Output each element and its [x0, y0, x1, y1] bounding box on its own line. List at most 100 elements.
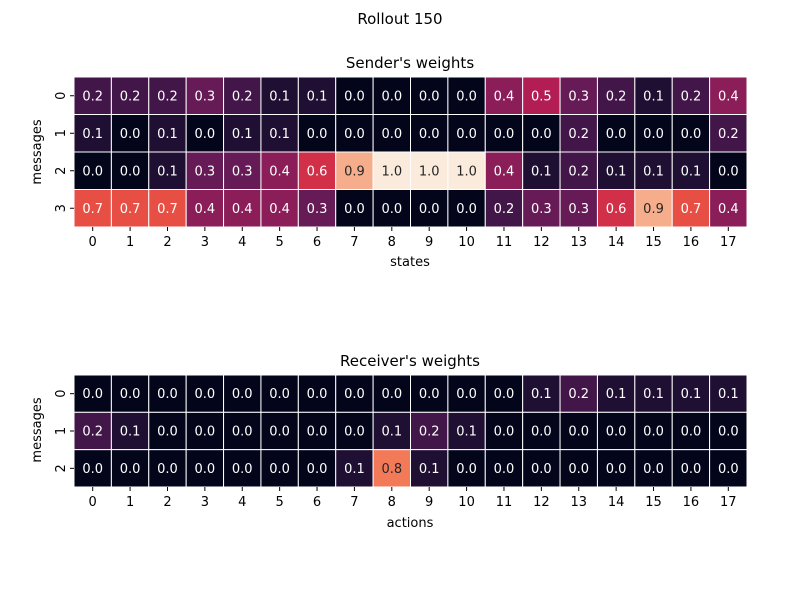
- receiver-cell-label-r1-c9: 0.2: [419, 424, 440, 439]
- sender-y-tick-label-1: 1: [54, 129, 69, 137]
- receiver-cell-label-r2-c8: 0.8: [381, 462, 402, 477]
- sender-cell-r2-c16: [671, 151, 711, 190]
- sender-cell-label-r3-c2: 0.7: [157, 202, 178, 217]
- sender-cell-label-r0-c12: 0.5: [531, 89, 552, 104]
- receiver-cell-label-r1-c8: 0.1: [381, 424, 402, 439]
- receiver-cell-label-r2-c3: 0.0: [195, 462, 216, 477]
- receiver-cell-label-r0-c15: 0.1: [643, 387, 664, 402]
- sender-cell-label-r0-c6: 0.1: [307, 89, 328, 104]
- sender-cell-label-r3-c15: 0.9: [643, 202, 664, 217]
- receiver-cell-r0-c17: [709, 374, 748, 413]
- sender-cell-label-r2-c7: 0.9: [344, 164, 365, 179]
- sender-cell-label-r1-c2: 0.1: [157, 127, 178, 142]
- sender-cell-r1-c9: [410, 114, 449, 153]
- sender-cell-r0-c17: [709, 76, 748, 115]
- sender-cell-label-r2-c1: 0.0: [120, 164, 141, 179]
- receiver-cell-label-r2-c15: 0.0: [643, 462, 664, 477]
- sender-cell-label-r2-c11: 0.4: [494, 164, 515, 179]
- sender-cell-label-r2-c10: 1.0: [456, 164, 477, 179]
- receiver-cell-label-r0-c2: 0.0: [157, 387, 178, 402]
- receiver-cell-r1-c3: [185, 411, 225, 451]
- receiver-cell-r0-c16: [671, 374, 711, 413]
- receiver-cell-label-r1-c3: 0.0: [195, 424, 216, 439]
- receiver-cell-label-r1-c17: 0.0: [718, 424, 739, 439]
- receiver-cell-r1-c9: [410, 411, 449, 451]
- receiver-cell-label-r0-c9: 0.0: [419, 387, 440, 402]
- receiver-cell-label-r2-c6: 0.0: [307, 462, 328, 477]
- receiver-cell-label-r0-c8: 0.0: [381, 387, 402, 402]
- receiver-cell-label-r1-c13: 0.0: [568, 424, 589, 439]
- sender-cell-label-r0-c16: 0.2: [681, 89, 702, 104]
- sender-cell-label-r0-c15: 0.1: [643, 89, 664, 104]
- receiver-cell-label-r0-c17: 0.1: [718, 387, 739, 402]
- sender-cell-label-r0-c7: 0.0: [344, 89, 365, 104]
- sender-cell-label-r0-c10: 0.0: [456, 89, 477, 104]
- sender-x-tick-label-2: 2: [163, 235, 171, 250]
- receiver-cell-r2-c4: [223, 449, 262, 488]
- sender-x-tick-label-10: 10: [458, 235, 475, 250]
- receiver-cell-r2-c17: [709, 449, 748, 488]
- receiver-cell-r0-c5: [260, 374, 299, 413]
- sender-x-tick-label-9: 9: [425, 235, 433, 250]
- receiver-cell-label-r1-c6: 0.0: [307, 424, 328, 439]
- receiver-x-tick-label-5: 5: [275, 495, 283, 510]
- sender-cell-r1-c4: [223, 114, 262, 153]
- receiver-heatmap-title: Receiver's weights: [340, 352, 480, 370]
- sender-cell-r2-c14: [596, 151, 636, 190]
- receiver-cell-label-r1-c14: 0.0: [606, 424, 627, 439]
- sender-cell-r3-c11: [484, 189, 524, 228]
- sender-cell-r3-c15: [634, 189, 673, 228]
- sender-heatmap: Sender's weights states messages 0.2 0.2 0…: [30, 54, 748, 270]
- sender-cell-r2-c8: [372, 151, 412, 190]
- sender-cell-r0-c15: [634, 76, 673, 115]
- sender-x-tick-label-4: 4: [238, 235, 246, 250]
- receiver-heatmap-xlabel: actions: [387, 516, 434, 531]
- sender-cell-label-r0-c17: 0.4: [718, 89, 739, 104]
- sender-cell-r0-c16: [671, 76, 711, 115]
- receiver-cell-r2-c8: [372, 449, 412, 488]
- sender-cell-label-r1-c4: 0.1: [232, 127, 253, 142]
- receiver-heatmap: Receiver's weights actions messages 0.0 0…: [30, 352, 748, 531]
- sender-x-tick-label-0: 0: [89, 235, 97, 250]
- receiver-cell-label-r0-c11: 0.0: [494, 387, 515, 402]
- receiver-cell-r2-c1: [110, 449, 150, 488]
- sender-cell-label-r3-c0: 0.7: [82, 202, 103, 217]
- receiver-cell-r0-c9: [410, 374, 449, 413]
- sender-cell-label-r1-c13: 0.2: [568, 127, 589, 142]
- sender-cell-label-r2-c5: 0.4: [269, 164, 290, 179]
- sender-cell-r1-c10: [447, 114, 486, 153]
- sender-cell-label-r3-c6: 0.3: [307, 202, 328, 217]
- sender-cell-r1-c8: [372, 114, 412, 153]
- sender-cell-label-r2-c15: 0.1: [643, 164, 664, 179]
- receiver-cell-label-r0-c5: 0.0: [269, 387, 290, 402]
- sender-cell-label-r3-c4: 0.4: [232, 202, 253, 217]
- sender-cell-label-r0-c14: 0.2: [606, 89, 627, 104]
- receiver-cell-label-r0-c12: 0.1: [531, 387, 552, 402]
- sender-cell-r0-c11: [484, 76, 524, 115]
- receiver-cell-r0-c15: [634, 374, 673, 413]
- sender-x-tick-label-12: 12: [533, 235, 550, 250]
- sender-cell-label-r2-c8: 1.0: [381, 164, 402, 179]
- sender-cell-r2-c17: [709, 151, 748, 190]
- sender-cell-label-r0-c8: 0.0: [381, 89, 402, 104]
- sender-cell-label-r1-c12: 0.0: [531, 127, 552, 142]
- receiver-cell-r1-c0: [73, 411, 112, 451]
- sender-cell-label-r0-c0: 0.2: [82, 89, 103, 104]
- receiver-cell-label-r2-c14: 0.0: [606, 462, 627, 477]
- sender-cell-label-r2-c9: 1.0: [419, 164, 440, 179]
- receiver-cell-label-r1-c10: 0.1: [456, 424, 477, 439]
- sender-cell-label-r3-c10: 0.0: [456, 202, 477, 217]
- sender-cell-r1-c2: [148, 114, 187, 153]
- receiver-cell-r1-c10: [447, 411, 486, 451]
- receiver-cell-label-r1-c16: 0.0: [681, 424, 702, 439]
- sender-cell-label-r2-c0: 0.0: [82, 164, 103, 179]
- sender-cell-label-r3-c12: 0.3: [531, 202, 552, 217]
- receiver-x-tick-label-3: 3: [201, 495, 209, 510]
- receiver-cell-label-r2-c4: 0.0: [232, 462, 253, 477]
- sender-x-tick-label-3: 3: [201, 235, 209, 250]
- sender-heatmap-cells: 0.2 0.2 0.2 0.3 0.2 0.1 0.1 0.0 0.0 0.0 0.0 0.4 0.5 0…: [73, 76, 748, 228]
- receiver-x-tick-label-4: 4: [238, 495, 246, 510]
- receiver-cell-r1-c7: [335, 411, 374, 451]
- receiver-cell-label-r2-c0: 0.0: [82, 462, 103, 477]
- receiver-cell-label-r0-c3: 0.0: [195, 387, 216, 402]
